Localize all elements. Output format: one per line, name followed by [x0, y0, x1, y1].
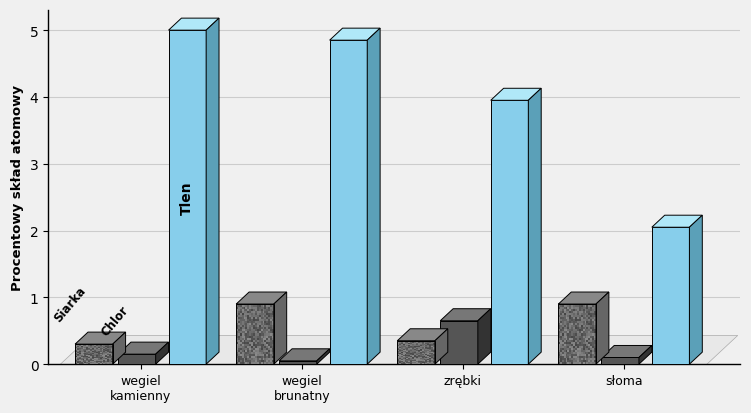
Polygon shape: [113, 332, 125, 364]
Polygon shape: [652, 216, 702, 228]
Polygon shape: [490, 89, 541, 101]
Polygon shape: [602, 346, 652, 358]
Polygon shape: [602, 358, 639, 364]
Polygon shape: [559, 292, 609, 304]
Polygon shape: [59, 336, 737, 366]
Polygon shape: [168, 19, 219, 31]
Polygon shape: [279, 349, 330, 361]
Polygon shape: [118, 342, 168, 354]
Polygon shape: [652, 228, 689, 364]
Polygon shape: [237, 292, 287, 304]
Polygon shape: [440, 321, 478, 364]
Polygon shape: [75, 332, 125, 344]
Polygon shape: [118, 354, 155, 364]
Polygon shape: [367, 29, 380, 364]
Polygon shape: [330, 41, 367, 364]
Polygon shape: [440, 309, 490, 321]
Polygon shape: [490, 101, 528, 364]
Polygon shape: [279, 361, 317, 364]
Polygon shape: [168, 31, 206, 364]
Text: Chlor: Chlor: [99, 303, 131, 338]
Y-axis label: Procentowy skład atomowy: Procentowy skład atomowy: [11, 85, 24, 290]
Polygon shape: [155, 342, 168, 364]
Polygon shape: [639, 346, 652, 364]
Polygon shape: [274, 292, 287, 364]
Polygon shape: [397, 329, 448, 341]
Polygon shape: [206, 19, 219, 364]
Text: Siarka: Siarka: [52, 284, 89, 324]
Text: Tlen: Tlen: [180, 181, 195, 214]
Polygon shape: [317, 349, 330, 364]
Polygon shape: [689, 216, 702, 364]
Polygon shape: [435, 329, 448, 364]
Polygon shape: [330, 29, 380, 41]
Polygon shape: [478, 309, 490, 364]
Polygon shape: [528, 89, 541, 364]
Polygon shape: [596, 292, 609, 364]
